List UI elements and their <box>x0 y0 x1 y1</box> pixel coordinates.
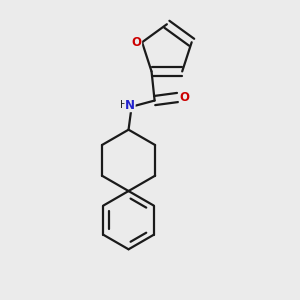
Text: O: O <box>179 91 189 104</box>
Text: O: O <box>132 36 142 49</box>
Text: H: H <box>120 100 128 110</box>
Text: N: N <box>125 99 135 112</box>
